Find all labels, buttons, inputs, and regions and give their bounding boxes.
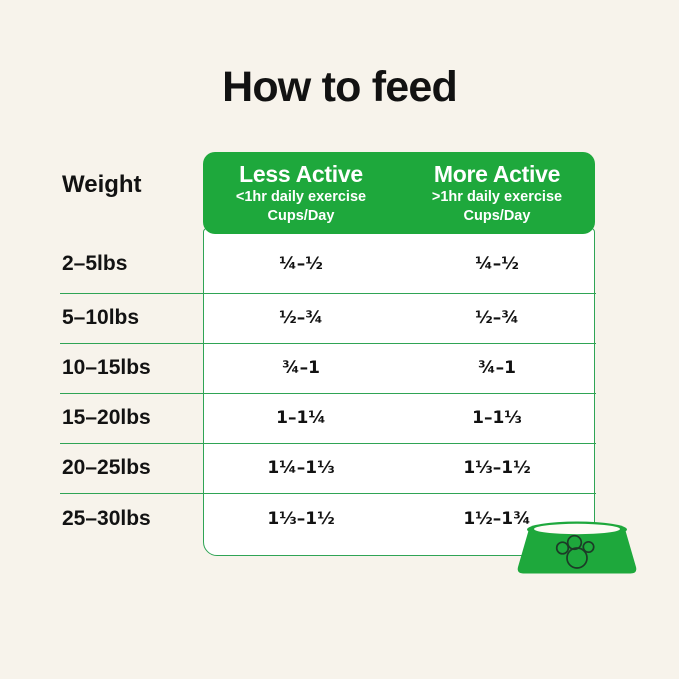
more-active-value: 1–1⅓ — [472, 408, 522, 428]
more-active-value: ½–¾ — [475, 308, 519, 328]
bowl-body — [517, 529, 637, 574]
column-subtitle: <1hr daily exercise — [235, 189, 367, 206]
less-active-value: ¼–½ — [279, 254, 323, 274]
row-separator — [60, 493, 596, 494]
table-header: Less Active <1hr daily exercise Cups/Day… — [203, 152, 595, 234]
table-row: 5–10lbs ½–¾ ½–¾ — [60, 302, 596, 334]
bowl-opening — [534, 523, 620, 535]
weight-range: 10–15lbs — [62, 356, 151, 379]
more-active-value: ¾–1 — [478, 358, 516, 378]
column-subtitle: >1hr daily exercise — [431, 189, 563, 206]
weight-range: 15–20lbs — [62, 406, 151, 429]
row-separator — [60, 393, 596, 394]
column-title: Less Active — [239, 160, 363, 187]
page-title: How to feed — [222, 63, 458, 111]
column-header-less-active: Less Active <1hr daily exercise Cups/Day — [203, 152, 399, 234]
row-separator — [60, 443, 596, 444]
more-active-value: 1½–1¾ — [463, 509, 531, 529]
dog-bowl-icon — [517, 521, 637, 574]
less-active-value: 1–1¼ — [276, 408, 326, 428]
table-row: 10–15lbs ¾–1 ¾–1 — [60, 352, 596, 384]
more-active-value: ¼–½ — [475, 254, 519, 274]
row-separator — [60, 293, 596, 294]
paw-print-icon — [555, 534, 595, 569]
table-body — [203, 228, 595, 556]
column-unit: Cups/Day — [463, 208, 531, 225]
row-separator — [60, 343, 596, 344]
less-active-value: ¾–1 — [282, 358, 320, 378]
table-row: 25–30lbs 1⅓–1½ 1½–1¾ — [60, 503, 596, 535]
more-active-value: 1⅓–1½ — [463, 458, 531, 478]
less-active-value: 1⅓–1½ — [267, 509, 335, 529]
weight-range: 5–10lbs — [62, 306, 140, 329]
column-header-more-active: More Active >1hr daily exercise Cups/Day — [399, 152, 595, 234]
less-active-value: 1¼–1⅓ — [267, 458, 335, 478]
less-active-value: ½–¾ — [279, 308, 323, 328]
weight-range: 25–30lbs — [62, 507, 151, 530]
table-row: 20–25lbs 1¼–1⅓ 1⅓–1½ — [60, 452, 596, 484]
weight-column-header: Weight — [62, 171, 142, 198]
column-unit: Cups/Day — [267, 208, 335, 225]
weight-range: 20–25lbs — [62, 456, 151, 479]
weight-range: 2–5lbs — [62, 252, 128, 275]
table-row: 2–5lbs ¼–½ ¼–½ — [60, 248, 596, 280]
table-row: 15–20lbs 1–1¼ 1–1⅓ — [60, 402, 596, 434]
column-title: More Active — [433, 160, 561, 187]
